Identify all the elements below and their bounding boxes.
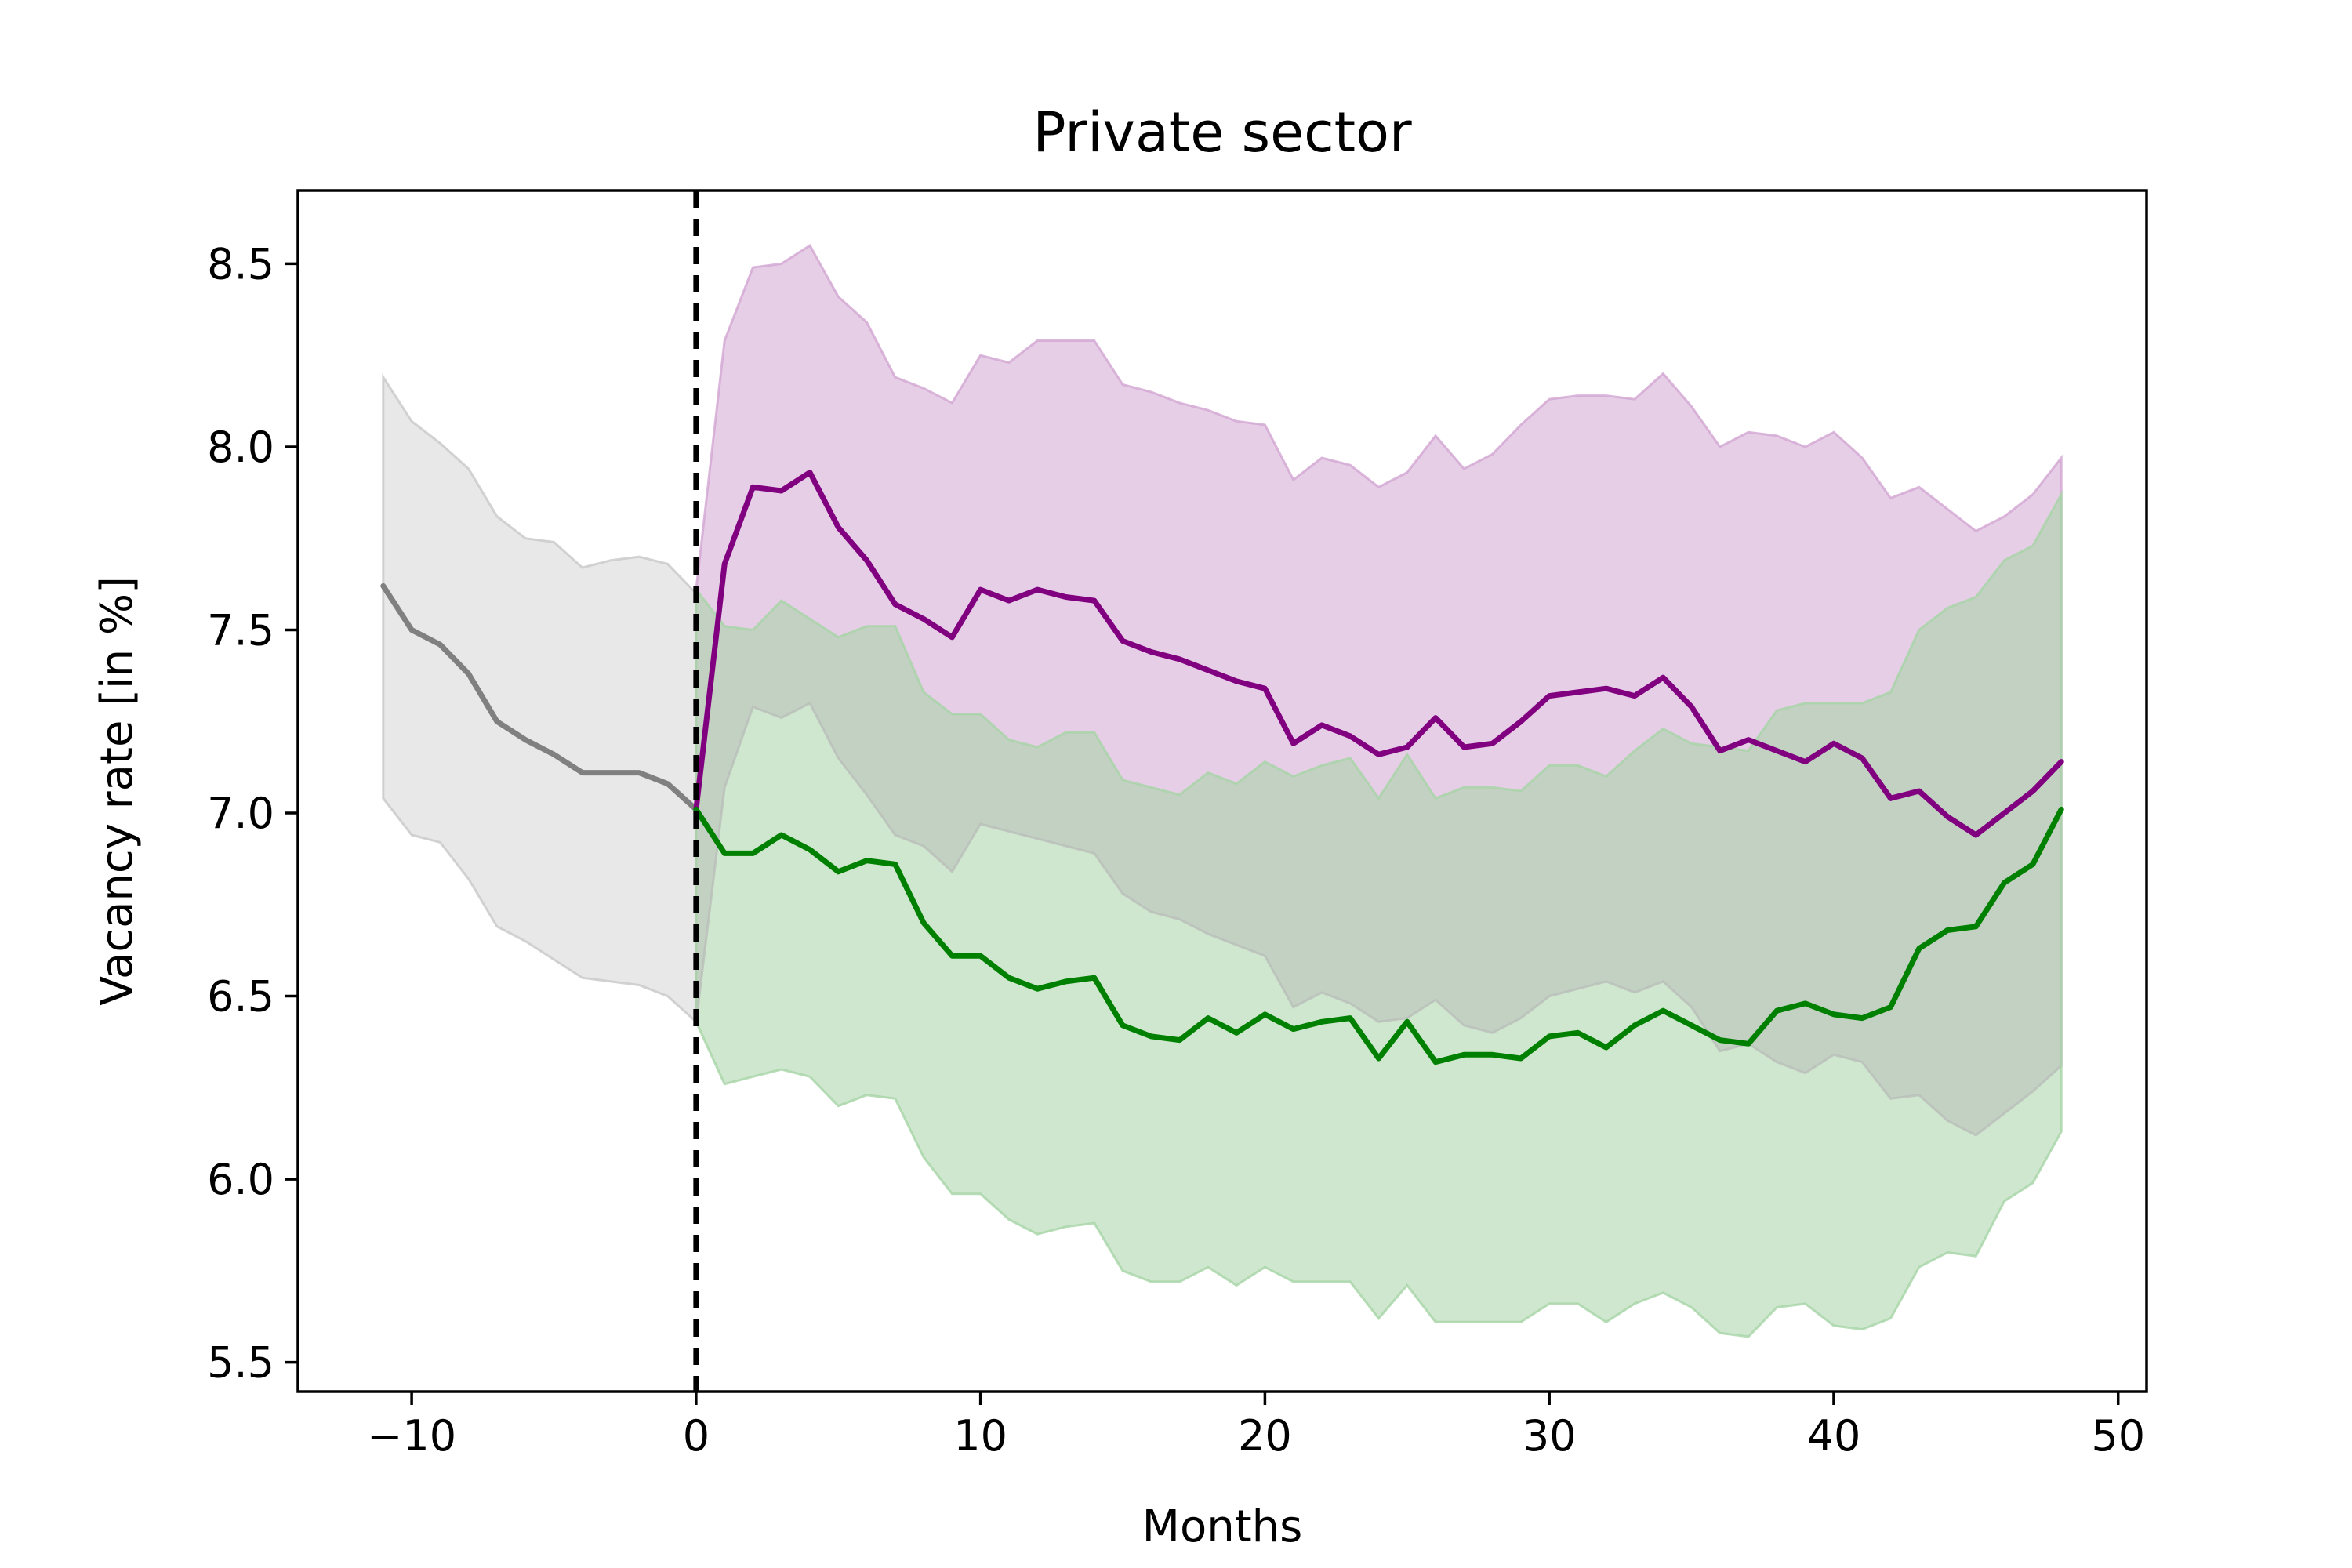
confidence-bands <box>382 243 2063 1338</box>
y-axis: 5.5 6.0 6.5 7.0 7.5 8.0 8.5 <box>207 239 298 1388</box>
x-tick-label: −10 <box>367 1411 456 1461</box>
y-tick-label: 7.0 <box>207 789 274 838</box>
y-tick-label: 8.5 <box>207 239 274 289</box>
confidence-band-3 <box>695 489 2063 1338</box>
series-line-2 <box>693 470 2064 838</box>
x-tick-label: 10 <box>953 1411 1007 1461</box>
x-tick-label: 0 <box>683 1411 710 1461</box>
chart-title: Private sector <box>1033 100 1412 165</box>
y-tick-label: 6.0 <box>207 1155 274 1204</box>
y-tick-label: 5.5 <box>207 1338 274 1388</box>
x-tick-label: 50 <box>2091 1411 2145 1461</box>
plot-frame <box>296 189 2148 1393</box>
y-axis-label: Vacancy rate [in %] <box>92 576 143 1006</box>
y-tick-label: 8.0 <box>207 423 274 472</box>
x-tick-label: 30 <box>1523 1411 1577 1461</box>
x-axis: −10 0 10 20 30 40 50 <box>367 1392 2145 1461</box>
y-tick-label: 7.5 <box>207 605 274 655</box>
series-lines <box>380 470 2064 1065</box>
series-line-3 <box>693 806 2064 1065</box>
y-tick-label: 6.5 <box>207 972 274 1022</box>
series-line-1 <box>380 583 699 812</box>
x-axis-label: Months <box>1142 1501 1303 1552</box>
x-tick-label: 40 <box>1807 1411 1861 1461</box>
x-tick-label: 20 <box>1238 1411 1292 1461</box>
